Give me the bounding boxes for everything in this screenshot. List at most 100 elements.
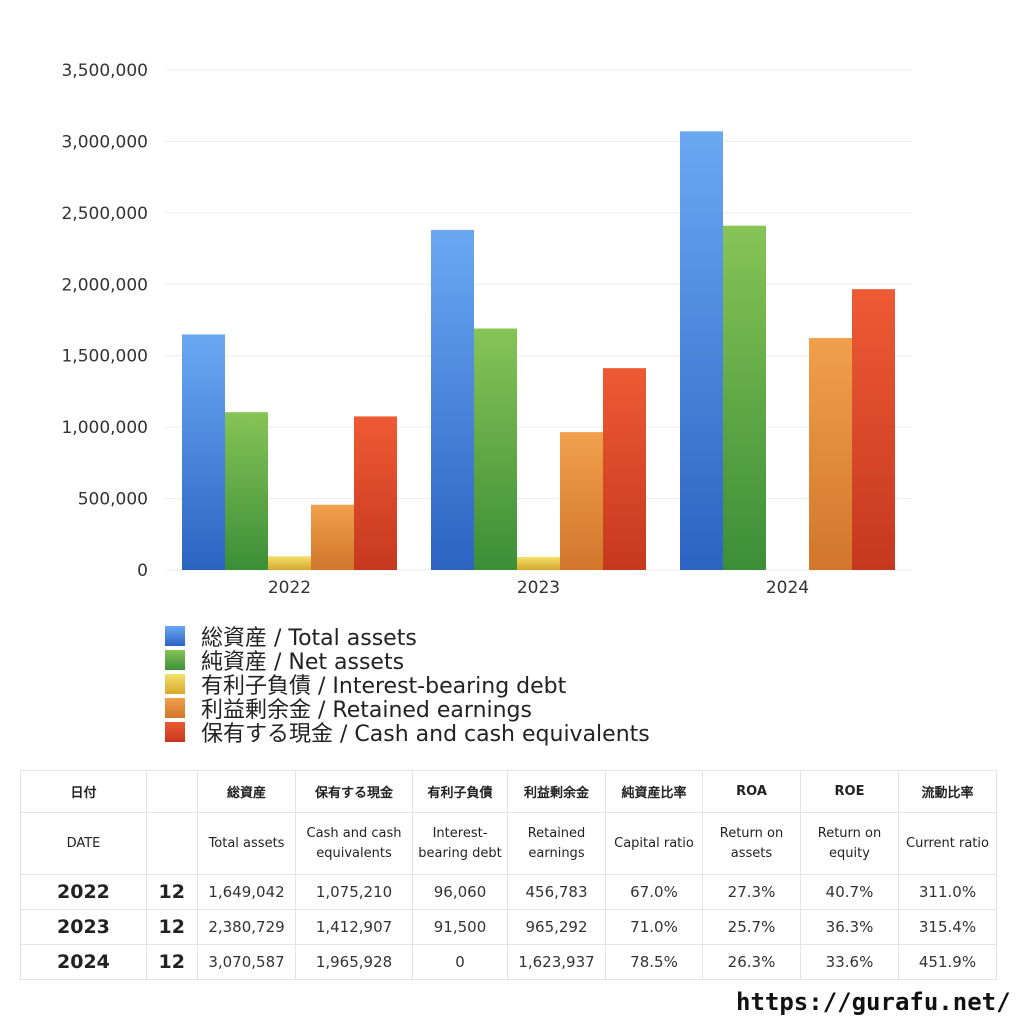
legend-label: 総資産 / Total assets <box>201 626 417 651</box>
legend-item: 有利子負債 / Interest-bearing debt <box>165 672 650 699</box>
bar-2024-series-1 <box>723 225 766 570</box>
bar-2024-series-0 <box>680 131 723 570</box>
financial-data-table: 日付 総資産 保有する現金 有利子負債 利益剰余金 純資産比率 ROA ROE 流動比率 DAT… <box>20 770 997 980</box>
y-axis-ticks: 0 500,000 1,000,000 1,500,000 2,000,000 2,500… <box>61 61 148 581</box>
bar-2022-series-4 <box>354 416 397 570</box>
header-cell-en: Capital ratio <box>605 812 703 875</box>
header-cell-en: Retained earnings <box>507 812 606 875</box>
header-cell-en: Interest-bearing debt <box>412 812 508 875</box>
header-cell-en: Return on equity <box>800 812 899 875</box>
header-row-english: DATE Total assets Cash and cash equivalent… <box>20 812 997 875</box>
legend-swatch <box>165 674 185 694</box>
value-cell: 1,075,210 <box>295 874 413 910</box>
value-cell: 311.0% <box>898 874 997 910</box>
y-tick-label: 1,500,000 <box>61 347 148 367</box>
value-cell: 3,070,587 <box>197 944 296 980</box>
x-category-label: 2022 <box>268 578 311 598</box>
value-cell: 36.3% <box>800 909 899 945</box>
value-cell: 0 <box>412 944 508 980</box>
header-cell-en: Return on assets <box>702 812 801 875</box>
header-cell-en: Current ratio <box>898 812 997 875</box>
legend-swatch <box>165 698 185 718</box>
bar-2024-series-4 <box>852 289 895 570</box>
source-url: https://gurafu.net/ <box>736 988 1011 1016</box>
year-cell: 2024 <box>20 944 147 980</box>
header-cell <box>146 770 198 813</box>
y-tick-label: 500,000 <box>78 490 148 510</box>
header-row-japanese: 日付 総資産 保有する現金 有利子負債 利益剰余金 純資産比率 ROA ROE 流動比率 <box>20 770 997 813</box>
y-tick-label: 2,000,000 <box>61 275 148 295</box>
month-cell: 12 <box>146 909 198 945</box>
value-cell: 78.5% <box>605 944 703 980</box>
header-cell: 有利子負債 <box>412 770 508 813</box>
header-cell: 純資産比率 <box>605 770 703 813</box>
header-cell-en: Cash and cash equivalents <box>295 812 413 875</box>
legend-item: 利益剰余金 / Retained earnings <box>165 696 650 723</box>
header-cell-en: Total assets <box>197 812 296 875</box>
header-cell: ROA <box>702 770 801 813</box>
header-cell: 総資産 <box>197 770 296 813</box>
bar-2023-series-3 <box>560 432 603 570</box>
value-cell: 1,649,042 <box>197 874 296 910</box>
bar-2022-series-2 <box>268 556 311 570</box>
value-cell: 2,380,729 <box>197 909 296 945</box>
y-tick-label: 2,500,000 <box>61 204 148 224</box>
header-cell-en: DATE <box>20 812 147 875</box>
legend-label: 有利子負債 / Interest-bearing debt <box>201 674 567 699</box>
legend-swatch <box>165 722 185 742</box>
legend-label: 保有する現金 / Cash and cash equivalents <box>201 722 650 747</box>
bar-2023-series-2 <box>517 556 560 570</box>
bar-2024-series-3 <box>809 338 852 570</box>
value-cell: 456,783 <box>507 874 606 910</box>
x-category-label: 2023 <box>517 578 560 598</box>
value-cell: 33.6% <box>800 944 899 980</box>
header-cell: 流動比率 <box>898 770 997 813</box>
legend-item: 総資産 / Total assets <box>165 624 650 651</box>
value-cell: 315.4% <box>898 909 997 945</box>
header-cell: 保有する現金 <box>295 770 413 813</box>
value-cell: 40.7% <box>800 874 899 910</box>
legend-label: 利益剰余金 / Retained earnings <box>201 698 532 723</box>
bar-2022-series-1 <box>225 412 268 570</box>
value-cell: 91,500 <box>412 909 508 945</box>
legend: 総資産 / Total assets 純資産 / Net assets 有利子負債 … <box>165 624 650 747</box>
y-tick-label: 3,500,000 <box>61 61 148 81</box>
legend-swatch <box>165 626 185 646</box>
value-cell: 965,292 <box>507 909 606 945</box>
header-cell-en <box>146 812 198 875</box>
value-cell: 1,965,928 <box>295 944 413 980</box>
gridlines <box>165 69 912 571</box>
value-cell: 26.3% <box>702 944 801 980</box>
x-axis-categories: 2022 2023 2024 <box>268 578 809 598</box>
header-cell: 利益剰余金 <box>507 770 606 813</box>
month-cell: 12 <box>146 874 198 910</box>
value-cell: 1,412,907 <box>295 909 413 945</box>
header-cell: ROE <box>800 770 899 813</box>
value-cell: 27.3% <box>702 874 801 910</box>
table-row: 2023 12 2,380,729 1,412,907 91,500 965,292 71.… <box>20 909 997 945</box>
y-tick-label: 3,000,000 <box>61 132 148 152</box>
bar-2022-series-3 <box>311 504 354 570</box>
bar-2022-series-0 <box>182 334 225 570</box>
year-cell: 2022 <box>20 874 147 910</box>
legend-item: 純資産 / Net assets <box>165 648 650 675</box>
value-cell: 67.0% <box>605 874 703 910</box>
legend-item: 保有する現金 / Cash and cash equivalents <box>165 720 650 747</box>
value-cell: 96,060 <box>412 874 508 910</box>
legend-label: 純資産 / Net assets <box>201 650 405 675</box>
value-cell: 451.9% <box>898 944 997 980</box>
bar-2023-series-0 <box>431 229 474 570</box>
x-category-label: 2024 <box>766 578 809 598</box>
bars <box>182 131 895 570</box>
y-tick-label: 1,000,000 <box>61 418 148 438</box>
header-cell: 日付 <box>20 770 147 813</box>
bar-2023-series-4 <box>603 368 646 570</box>
table-row: 2024 12 3,070,587 1,965,928 0 1,623,937 78.5% 2… <box>20 944 997 980</box>
value-cell: 1,623,937 <box>507 944 606 980</box>
month-cell: 12 <box>146 944 198 980</box>
value-cell: 25.7% <box>702 909 801 945</box>
value-cell: 71.0% <box>605 909 703 945</box>
y-tick-label: 0 <box>137 561 148 581</box>
year-cell: 2023 <box>20 909 147 945</box>
legend-swatch <box>165 650 185 670</box>
